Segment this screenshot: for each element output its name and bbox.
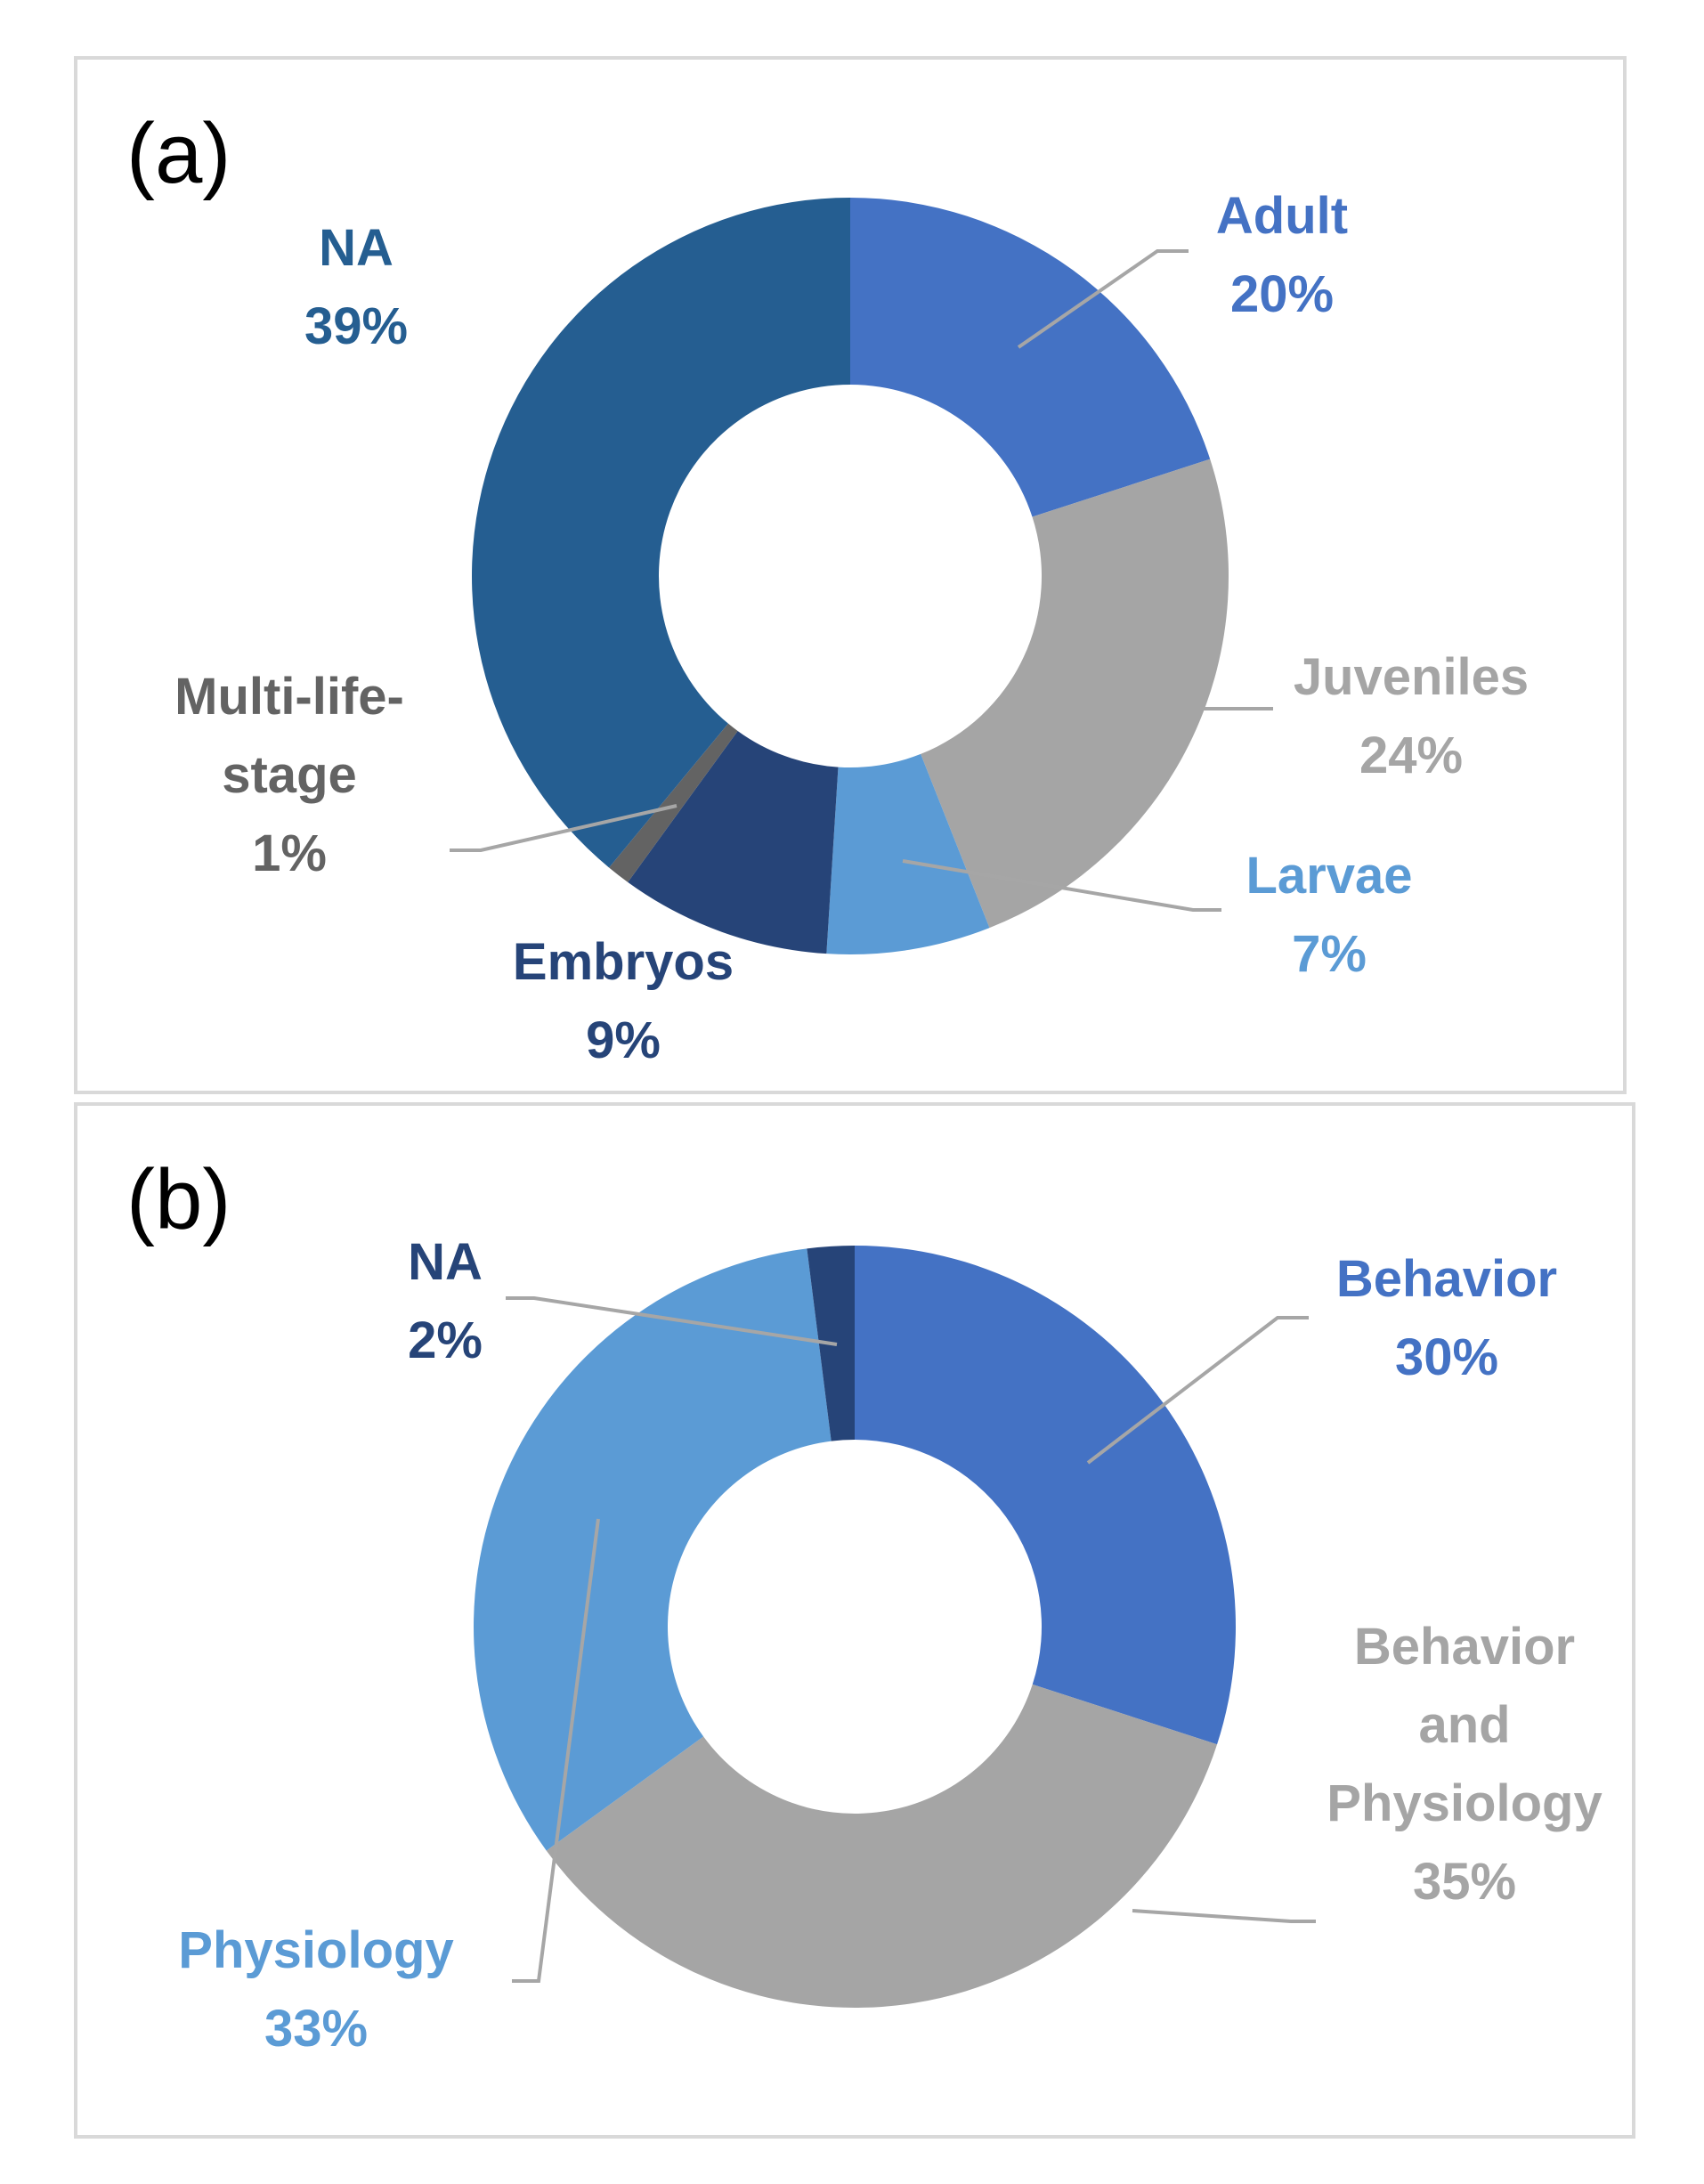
- category-label: Physiology: [1327, 1774, 1602, 1832]
- category-label: Behavior: [1336, 1250, 1557, 1308]
- percent-label: 30%: [1395, 1328, 1498, 1386]
- data-label-na: NA 2%: [408, 1233, 483, 1369]
- data-label-physiology: Physiology 33%: [178, 1921, 453, 2058]
- category-label: Larvae: [1246, 847, 1412, 905]
- slice-behavior-and-physiology: [546, 1684, 1218, 2008]
- category-label: Juveniles: [1294, 648, 1529, 706]
- category-label: stage: [222, 746, 357, 804]
- leader-line-physiology: [512, 1518, 600, 1983]
- slice-na: [471, 198, 850, 868]
- data-label-na: NA 39%: [304, 219, 408, 355]
- data-label-juveniles: Juveniles 24%: [1294, 648, 1529, 784]
- category-label: Adult: [1216, 187, 1348, 245]
- data-label-larvae: Larvae 7%: [1246, 847, 1412, 983]
- panel-b-frame: [74, 1102, 1635, 2139]
- percent-label: 33%: [264, 2000, 368, 2058]
- panel-a-frame: [74, 56, 1627, 1094]
- percent-label: 7%: [1292, 925, 1367, 983]
- data-label-behavior-and-physiology: Behavior and Physiology 35%: [1327, 1618, 1602, 1911]
- donut-chart-b: Behavior 30% Behavior and Physiology 35% Physi…: [178, 1233, 1602, 2058]
- category-label: Behavior: [1354, 1618, 1575, 1676]
- leader-line-behavior-and-physiology: [1132, 1909, 1316, 1923]
- panel-a: (a) Adult 20% Juveniles 24% Larvae 7% Embryos 9…: [74, 56, 1627, 1094]
- slice-juveniles: [921, 459, 1229, 929]
- category-label: NA: [319, 219, 394, 277]
- slice-behavior: [855, 1246, 1236, 1745]
- panel-b-letter: (b): [126, 1152, 231, 1247]
- percent-label: 1%: [252, 824, 327, 882]
- data-label-multi-life-stage: Multi-life-stage 1%: [174, 668, 404, 882]
- data-label-adult: Adult 20%: [1216, 187, 1348, 323]
- percent-label: 20%: [1230, 265, 1334, 323]
- leader-line-na: [506, 1296, 838, 1346]
- slice-larvae: [826, 753, 990, 954]
- slice-multi-life-stage: [609, 723, 738, 882]
- leader-line-larvae: [902, 859, 1221, 912]
- slice-physiology: [474, 1248, 832, 1851]
- percent-label: 2%: [408, 1311, 483, 1369]
- panel-a-letter: (a): [126, 106, 231, 201]
- percent-label: 9%: [586, 1011, 661, 1069]
- percent-label: 39%: [304, 297, 408, 355]
- percent-label: 24%: [1359, 727, 1463, 784]
- category-label: Physiology: [178, 1921, 453, 1979]
- category-label: Embryos: [513, 933, 734, 991]
- category-label: NA: [408, 1233, 483, 1291]
- slice-adult: [850, 198, 1211, 517]
- leader-line-multi-life-stage: [450, 804, 678, 852]
- panel-b: (b) Behavior 30% Behavior and Physiology 35% P…: [74, 1102, 1635, 2139]
- leader-line-adult: [1017, 249, 1189, 349]
- slice-embryos: [628, 730, 839, 954]
- data-label-embryos: Embryos 9%: [513, 933, 734, 1069]
- category-label: and: [1418, 1696, 1510, 1754]
- donut-chart-a: Adult 20% Juveniles 24% Larvae 7% Embryos 9% Mul…: [174, 187, 1529, 1069]
- leader-line-behavior: [1086, 1316, 1309, 1465]
- category-label: Multi-life-: [174, 668, 404, 726]
- data-label-behavior: Behavior 30%: [1336, 1250, 1557, 1386]
- percent-label: 35%: [1413, 1853, 1516, 1911]
